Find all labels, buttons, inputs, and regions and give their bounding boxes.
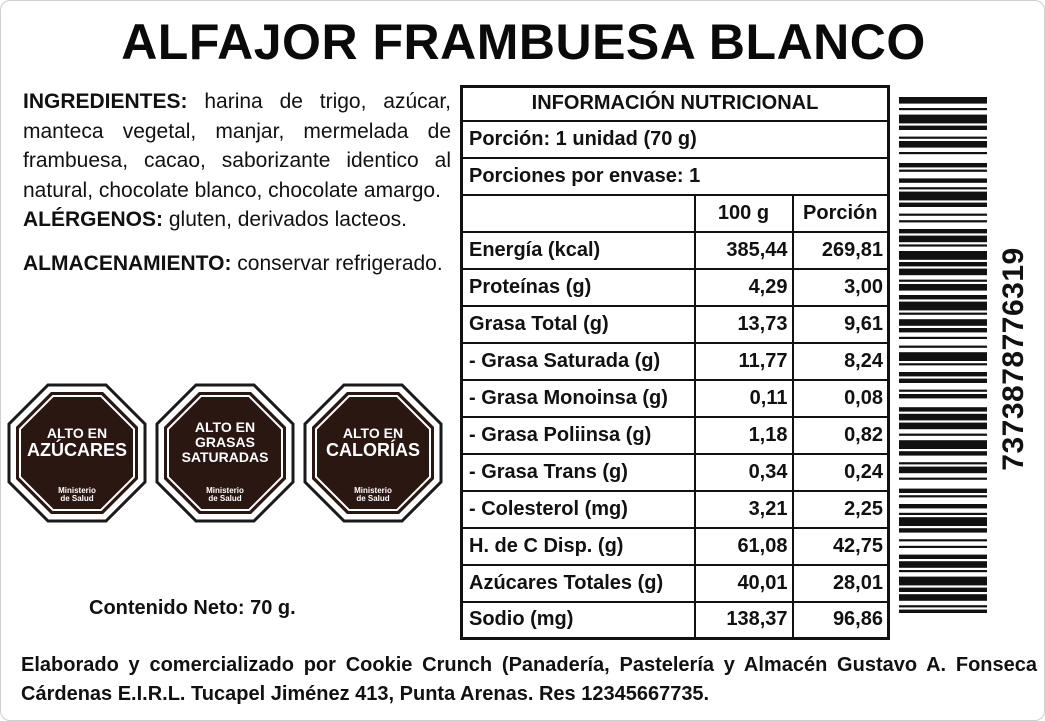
nutrition-row: Sodio (mg) 138,37 96,86 — [460, 600, 890, 640]
nutrition-row: - Grasa Poliinsa (g) 1,18 0,82 — [460, 415, 890, 455]
allergens-block: ALÉRGENOS: gluten, derivados lacteos. — [23, 205, 451, 235]
nutrient-name: Sodio (mg) — [460, 600, 696, 640]
nutrient-value-portion: 0,24 — [791, 452, 890, 492]
nutrition-row: Azúcares Totales (g) 40,01 28,01 — [460, 563, 890, 603]
nutrient-name: Azúcares Totales (g) — [460, 563, 696, 603]
column-header-empty — [460, 193, 696, 233]
manufacturer-info: Elaborado y comercializado por Cookie Cr… — [21, 654, 1037, 705]
nutrient-value-portion: 2,25 — [791, 489, 890, 529]
octagon-seal-icon — [155, 383, 295, 523]
warning-seals: ALTO EN AZÚCARES Ministerio de Salud ALT… — [7, 383, 447, 523]
nutrient-name: Proteínas (g) — [460, 267, 696, 307]
nutrient-value-100g: 1,18 — [693, 415, 794, 455]
allergens-text: gluten, derivados lacteos. — [163, 208, 407, 231]
seal-main-text: GRASAS SATURADAS — [181, 433, 269, 466]
net-content: Contenido Neto: 70 g. — [89, 597, 296, 619]
product-info: INGREDIENTES: harina de trigo, azúcar, m… — [23, 87, 451, 278]
nutrient-name: - Grasa Monoinsa (g) — [460, 378, 696, 418]
nutrient-value-portion: 3,00 — [791, 267, 890, 307]
nutrient-value-portion: 28,01 — [791, 563, 890, 603]
seal-ministry-text: Ministerio — [354, 486, 392, 495]
nutrient-value-portion: 96,86 — [791, 600, 890, 640]
nutrient-value-100g: 0,34 — [693, 452, 794, 492]
nutrient-value-100g: 61,08 — [693, 526, 794, 566]
nutrition-row: Energía (kcal) 385,44 269,81 — [460, 230, 890, 270]
nutrient-value-100g: 0,11 — [693, 378, 794, 418]
seal-ministry-text-2: de Salud — [60, 494, 94, 504]
storage-label: ALMACENAMIENTO: — [23, 251, 232, 275]
nutrition-row: Grasa Total (g) 13,73 9,61 — [460, 304, 890, 344]
nutrition-row: Proteínas (g) 4,29 3,00 — [460, 267, 890, 307]
nutrient-value-portion: 0,82 — [791, 415, 890, 455]
nutrient-value-portion: 42,75 — [791, 526, 890, 566]
seal-high-calories: ALTO EN CALORÍAS Ministerio de Salud — [303, 383, 443, 523]
ingredients-label: INGREDIENTES: — [23, 90, 188, 113]
seal-top-text: ALTO EN — [46, 425, 108, 442]
seal-main-text: CALORÍAS — [326, 439, 420, 460]
nutrient-value-100g: 3,21 — [693, 489, 794, 529]
nutrition-table: INFORMACIÓN NUTRICIONAL Porción: 1 unida… — [460, 85, 890, 640]
nutrition-row: - Grasa Saturada (g) 11,77 8,24 — [460, 341, 890, 381]
nutrient-value-100g: 4,29 — [693, 267, 794, 307]
column-header-100g: 100 g — [693, 193, 794, 233]
ingredients-text: harina de trigo, azúcar, manteca vegetal… — [23, 90, 451, 202]
seal-main-text: AZÚCARES — [27, 439, 128, 460]
allergens-label: ALÉRGENOS: — [23, 208, 164, 231]
nutrient-value-100g: 385,44 — [693, 230, 794, 270]
barcode-icon — [899, 97, 987, 613]
seal-ministry-text-2: de Salud — [356, 494, 390, 504]
nutrient-value-portion: 269,81 — [791, 230, 890, 270]
barcode-digits: 7373878776319 — [995, 219, 1033, 499]
product-title: ALFAJOR FRAMBUESA BLANCO — [121, 14, 926, 70]
servings-per-package: Porciones por envase: 1 — [460, 156, 890, 196]
seal-ministry-text-2: de Salud — [208, 494, 242, 504]
nutrition-row: - Grasa Trans (g) 0,34 0,24 — [460, 452, 890, 492]
octagon-seal-icon — [303, 383, 443, 523]
portion-size: Porción: 1 unidad (70 g) — [460, 119, 890, 159]
nutrient-name: - Grasa Poliinsa (g) — [460, 415, 696, 455]
nutrient-name: Grasa Total (g) — [460, 304, 696, 344]
storage-block: ALMACENAMIENTO: conservar refrigerado. — [23, 249, 451, 279]
octagon-seal-icon — [7, 383, 147, 523]
seal-ministry-text: Ministerio — [58, 486, 96, 495]
nutrient-value-100g: 40,01 — [693, 563, 794, 603]
nutrient-name: Energía (kcal) — [460, 230, 696, 270]
seal-top-text: ALTO EN — [342, 425, 404, 442]
nutrition-row: H. de C Disp. (g) 61,08 42,75 — [460, 526, 890, 566]
ingredients-block: INGREDIENTES: harina de trigo, azúcar, m… — [23, 87, 451, 205]
seal-ministry-text: Ministerio — [206, 486, 244, 495]
nutrient-value-100g: 11,77 — [693, 341, 794, 381]
nutrient-value-portion: 0,08 — [791, 378, 890, 418]
seal-top-text: ALTO EN — [194, 419, 256, 436]
nutrient-name: - Colesterol (mg) — [460, 489, 696, 529]
storage-text: conservar refrigerado. — [231, 251, 443, 275]
nutrient-value-100g: 138,37 — [693, 600, 794, 640]
nutrient-name: H. de C Disp. (g) — [460, 526, 696, 566]
seal-high-saturated-fat: ALTO EN GRASAS SATURADAS Ministerio de S… — [155, 383, 295, 523]
nutrient-name: - Grasa Trans (g) — [460, 452, 696, 492]
nutrition-header: INFORMACIÓN NUTRICIONAL — [460, 85, 890, 122]
nutrient-value-portion: 8,24 — [791, 341, 890, 381]
nutrition-row: - Colesterol (mg) 3,21 2,25 — [460, 489, 890, 529]
nutrient-value-100g: 13,73 — [693, 304, 794, 344]
nutrition-row: - Grasa Monoinsa (g) 0,11 0,08 — [460, 378, 890, 418]
column-header-portion: Porción — [791, 193, 890, 233]
nutrient-name: - Grasa Saturada (g) — [460, 341, 696, 381]
barcode-number: 7373878776319 — [997, 247, 1030, 471]
barcode — [899, 97, 987, 613]
nutrient-value-portion: 9,61 — [791, 304, 890, 344]
seal-high-sugar: ALTO EN AZÚCARES Ministerio de Salud — [7, 383, 147, 523]
